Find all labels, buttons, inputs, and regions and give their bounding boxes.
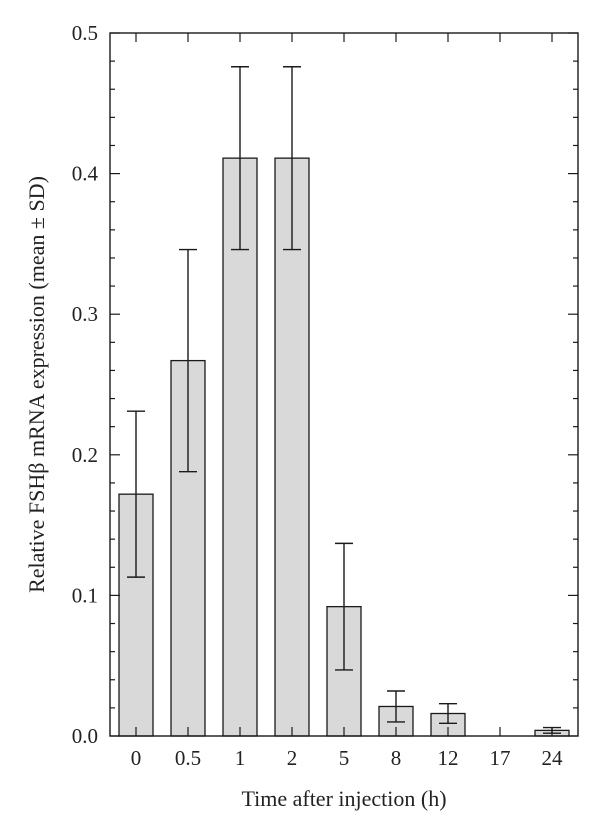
y-axis-title: Relative FSHβ mRNA expression (mean ± SD… (24, 176, 49, 593)
x-tick-label: 12 (438, 746, 459, 770)
x-tick-label: 24 (542, 746, 564, 770)
tick-labels-layer: 0.00.10.20.30.40.50 0.5 1 2 5 8 12 17 24 (72, 21, 563, 770)
x-tick-label: 17 (490, 746, 511, 770)
x-tick-label: 2 (287, 746, 298, 770)
x-tick-label: 0.5 (175, 746, 201, 770)
x-tick-label: 1 (235, 746, 246, 770)
y-tick-label: 0.5 (72, 21, 98, 45)
y-tick-label: 0.1 (72, 583, 98, 607)
y-tick-label: 0.2 (72, 443, 98, 467)
y-tick-label: 0.3 (72, 302, 98, 326)
x-tick-label: 8 (391, 746, 402, 770)
error-bars-layer (127, 66, 561, 734)
y-tick-label: 0.4 (72, 162, 99, 186)
x-tick-label: 5 (339, 746, 350, 770)
y-tick-label: 0.0 (72, 724, 98, 748)
x-tick-label: 0 (131, 746, 142, 770)
x-axis-title: Time after injection (h) (241, 786, 446, 811)
bar-2 (274, 157, 310, 737)
ticks-layer (110, 32, 578, 737)
